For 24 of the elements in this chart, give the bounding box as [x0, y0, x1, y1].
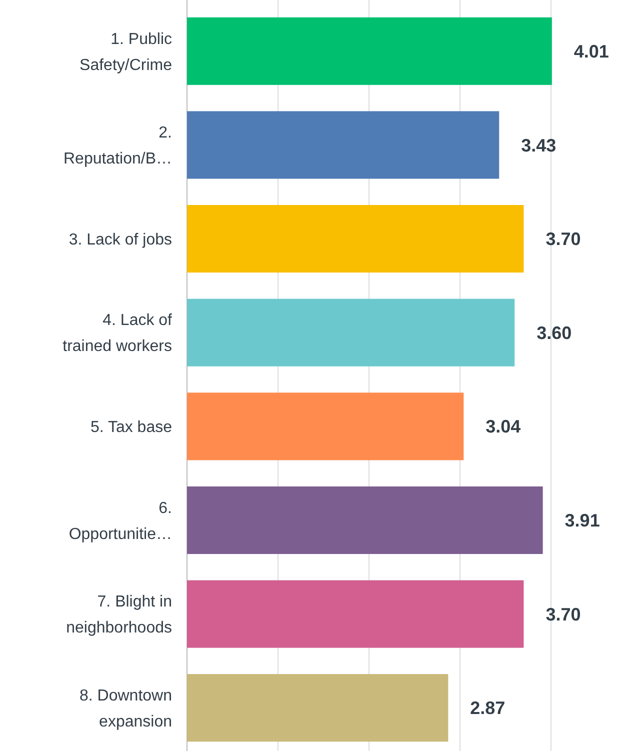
bar — [187, 205, 524, 273]
bar — [187, 111, 500, 179]
data-label: 2.87 — [470, 698, 506, 718]
bar — [187, 580, 524, 648]
bar — [187, 17, 552, 85]
bar — [187, 674, 448, 742]
data-label: 3.70 — [546, 229, 581, 250]
y-tick-label: 2. Reputation/B… — [63, 124, 172, 168]
data-label: 3.43 — [521, 135, 556, 156]
y-tick-label: 8. Downtown expansion — [80, 687, 172, 730]
y-tick-label: 1. Public Safety/Crime — [80, 30, 172, 74]
bar — [187, 486, 543, 554]
data-label: 3.70 — [546, 604, 581, 624]
data-label: 3.60 — [536, 322, 572, 343]
y-tick-label: 4. Lack of trained workers — [62, 312, 173, 356]
data-label: 3.04 — [486, 416, 521, 437]
y-tick-label: 6. Opportunitie… — [68, 500, 172, 543]
data-label: 3.91 — [564, 510, 600, 531]
y-tick-label: 7. Blight in neighborhoods — [66, 594, 172, 637]
y-tick-label: 3. Lack of jobs — [68, 231, 172, 248]
y-tick-label: 5. Tax base — [90, 419, 172, 436]
bar — [187, 392, 464, 460]
data-label: 4.01 — [574, 41, 609, 62]
bar — [187, 298, 515, 366]
